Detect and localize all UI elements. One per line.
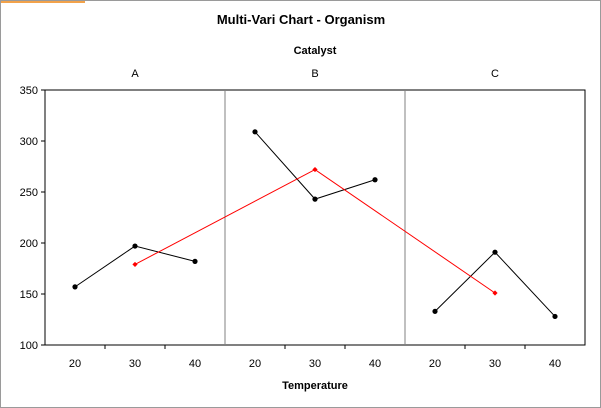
window-corner-accent <box>1 1 85 3</box>
x-tick-label: 40 <box>189 358 201 370</box>
mean-point-A <box>132 261 138 268</box>
data-point-C-30 <box>492 249 498 255</box>
data-point-C-40 <box>552 313 558 320</box>
mean-point-C <box>492 290 498 296</box>
x-tick-label: 30 <box>129 358 141 370</box>
x-tick-label: 40 <box>369 358 381 370</box>
x-tick-label: 30 <box>309 358 321 370</box>
y-tick-label: 350 <box>20 85 38 97</box>
data-point-B-40 <box>372 177 378 183</box>
data-point-B-30 <box>312 196 318 202</box>
chart-title: Multi-Vari Chart - Organism <box>217 12 385 27</box>
data-point-A-40 <box>192 258 198 264</box>
x-tick-label: 20 <box>249 358 261 370</box>
data-point-A-30 <box>132 243 138 249</box>
x-tick-label: 40 <box>549 358 561 370</box>
panel-label-C: C <box>491 68 499 80</box>
series-line-C <box>434 251 556 317</box>
y-tick-label: 100 <box>20 340 38 352</box>
data-point-C-20 <box>432 308 438 314</box>
y-tick-label: 250 <box>20 187 38 199</box>
panel-label-B: B <box>311 68 318 80</box>
plot-area: 100 150 200 250 300 350 A 20 30 40 B 20 30 40 C 20 30 40 <box>20 68 586 370</box>
x-tick-label: 20 <box>429 358 441 370</box>
y-tick-label: 150 <box>20 289 38 301</box>
y-tick-label: 300 <box>20 136 38 148</box>
y-tick-label: 200 <box>20 238 38 250</box>
x-tick-label: 30 <box>489 358 501 370</box>
data-point-B-20 <box>252 129 258 135</box>
x-axis-label: Temperature <box>282 380 348 392</box>
x-tick-label: 20 <box>69 358 81 370</box>
plot-border <box>44 89 586 346</box>
series-line-B <box>254 131 376 200</box>
panel-label-A: A <box>131 68 139 80</box>
panel-factor-label: Catalyst <box>294 45 337 57</box>
mean-point-B <box>312 166 318 173</box>
data-point-A-20 <box>72 284 78 290</box>
mean-line <box>134 168 496 294</box>
